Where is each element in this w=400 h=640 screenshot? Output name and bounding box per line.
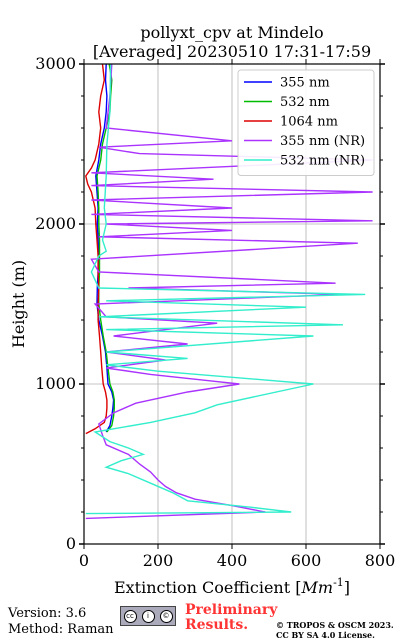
x-axis-label: Extinction Coefficient [Mm-1]: [114, 576, 350, 597]
version-text: Version: 3.6: [8, 606, 87, 621]
results-label: Results.: [185, 617, 249, 633]
x-tick-label: 400: [217, 551, 248, 570]
by-icon: i: [141, 609, 155, 623]
x-tick-label: 200: [143, 551, 174, 570]
extinction-profile-chart: pollyxt_cpv at Mindelo [Averaged] 202305…: [9, 23, 395, 597]
y-tick-label: 0: [66, 534, 76, 553]
chart-title-line1: pollyxt_cpv at Mindelo: [140, 23, 323, 42]
y-axis-label: Height (m): [9, 260, 28, 348]
x-tick-label: 600: [291, 551, 322, 570]
license-text: CC BY SA 4.0 License.: [276, 630, 375, 640]
series-lines: [85, 64, 373, 520]
series-line-3: [85, 64, 373, 520]
y-tick-label: 3000: [35, 54, 76, 73]
legend-label: 532 nm: [280, 95, 330, 110]
legend-label: 1064 nm: [280, 115, 338, 130]
cc-by-sa-badge-icon: cc i ©: [120, 606, 176, 626]
cc-icon: cc: [123, 609, 137, 623]
y-tick-label: 2000: [35, 214, 76, 233]
series-line-2: [85, 64, 108, 435]
legend-label: 532 nm (NR): [280, 154, 365, 169]
legend: 355 nm 532 nm 1064 nm 355 nm (NR) 532 nm (NR…: [237, 69, 375, 176]
axis-tick-labels: 0 200 400 600 800 0 1000 2000 3000: [35, 54, 395, 570]
sa-icon: ©: [159, 609, 173, 623]
copyright-text: © TROPOS & OSCM 2023.: [276, 620, 394, 630]
legend-label: 355 nm (NR): [280, 134, 365, 149]
x-tick-label: 0: [79, 551, 89, 570]
method-text: Method: Raman: [8, 622, 114, 637]
chart-title-line2: [Averaged] 20230510 17:31-17:59: [93, 42, 371, 61]
series-line-4: [85, 64, 366, 515]
legend-box: [237, 69, 375, 176]
preliminary-label: Preliminary: [185, 602, 278, 618]
y-tick-label: 1000: [35, 374, 76, 393]
legend-label: 355 nm: [280, 76, 330, 91]
axis-ticks: [79, 59, 385, 549]
x-tick-label: 800: [365, 551, 396, 570]
